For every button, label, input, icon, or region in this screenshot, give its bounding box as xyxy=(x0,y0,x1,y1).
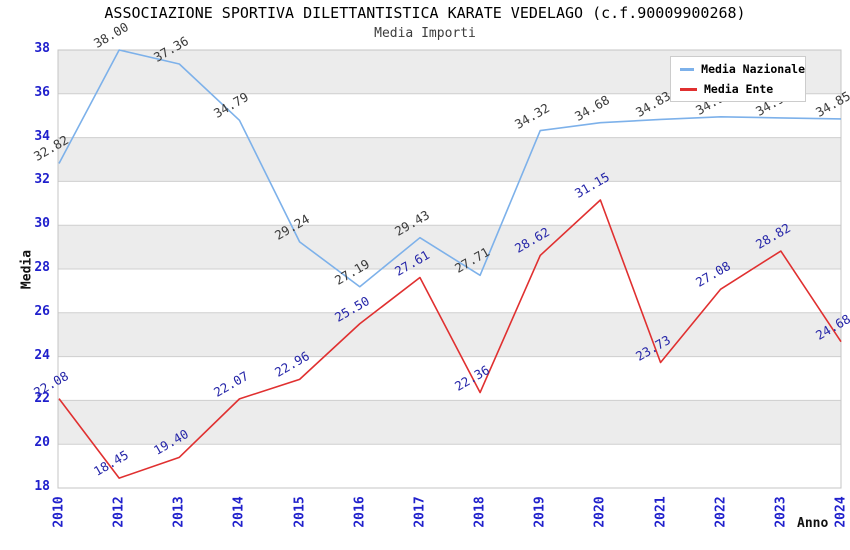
plot-band xyxy=(58,137,841,182)
y-tick-label: 20 xyxy=(34,435,50,451)
y-tick-label: 34 xyxy=(34,128,50,144)
chart-title: ASSOCIAZIONE SPORTIVA DILETTANTISTICA KA… xyxy=(104,4,746,22)
y-tick-label: 18 xyxy=(34,479,50,494)
media-nazionale-line-swatch xyxy=(680,67,695,71)
y-tick-label: 28 xyxy=(34,260,50,275)
x-tick-label: 2023 xyxy=(773,496,789,528)
x-tick-label: 2019 xyxy=(532,496,548,528)
legend-label: Media Nazionale xyxy=(701,62,805,76)
x-tick-label: 2010 xyxy=(51,496,67,528)
chart-subtitle: Media Importi xyxy=(374,26,476,41)
x-axis-title: Anno xyxy=(797,516,829,531)
x-tick-label: 2022 xyxy=(713,496,729,528)
x-tick-label: 2012 xyxy=(111,496,127,528)
plot-border xyxy=(57,49,842,489)
legend-item-media-nazionale: Media Nazionale xyxy=(680,62,805,76)
y-tick-label: 26 xyxy=(34,303,50,319)
y-tick-label: 38 xyxy=(34,41,50,56)
x-tick-label: 2018 xyxy=(472,496,488,528)
x-tick-label: 2014 xyxy=(231,496,247,528)
legend: Media Nazionale Media Ente xyxy=(670,56,806,102)
y-tick-label: 30 xyxy=(34,216,50,232)
y-tick-label: 22 xyxy=(34,391,50,407)
x-tick-label: 2013 xyxy=(171,496,187,528)
y-tick-label: 24 xyxy=(34,347,50,363)
y-axis-title: Media xyxy=(19,249,35,290)
x-tick-label: 2020 xyxy=(592,496,608,528)
x-tick-label: 2016 xyxy=(352,496,368,528)
plot-band xyxy=(58,225,841,269)
legend-label: Media Ente xyxy=(704,82,774,96)
x-tick-label: 2021 xyxy=(653,496,669,528)
y-tick-label: 36 xyxy=(34,84,50,100)
series-line-media-nazionale xyxy=(58,49,842,288)
x-tick-label: 2017 xyxy=(412,496,428,528)
x-tick-label: 2024 xyxy=(833,496,849,528)
y-tick-label: 32 xyxy=(34,172,50,188)
legend-item-media-ente: Media Ente xyxy=(680,82,805,96)
plot-band xyxy=(58,400,841,445)
media-ente-line-swatch xyxy=(680,87,697,91)
x-tick-label: 2015 xyxy=(292,496,308,528)
series-line-media-ente xyxy=(58,199,842,479)
